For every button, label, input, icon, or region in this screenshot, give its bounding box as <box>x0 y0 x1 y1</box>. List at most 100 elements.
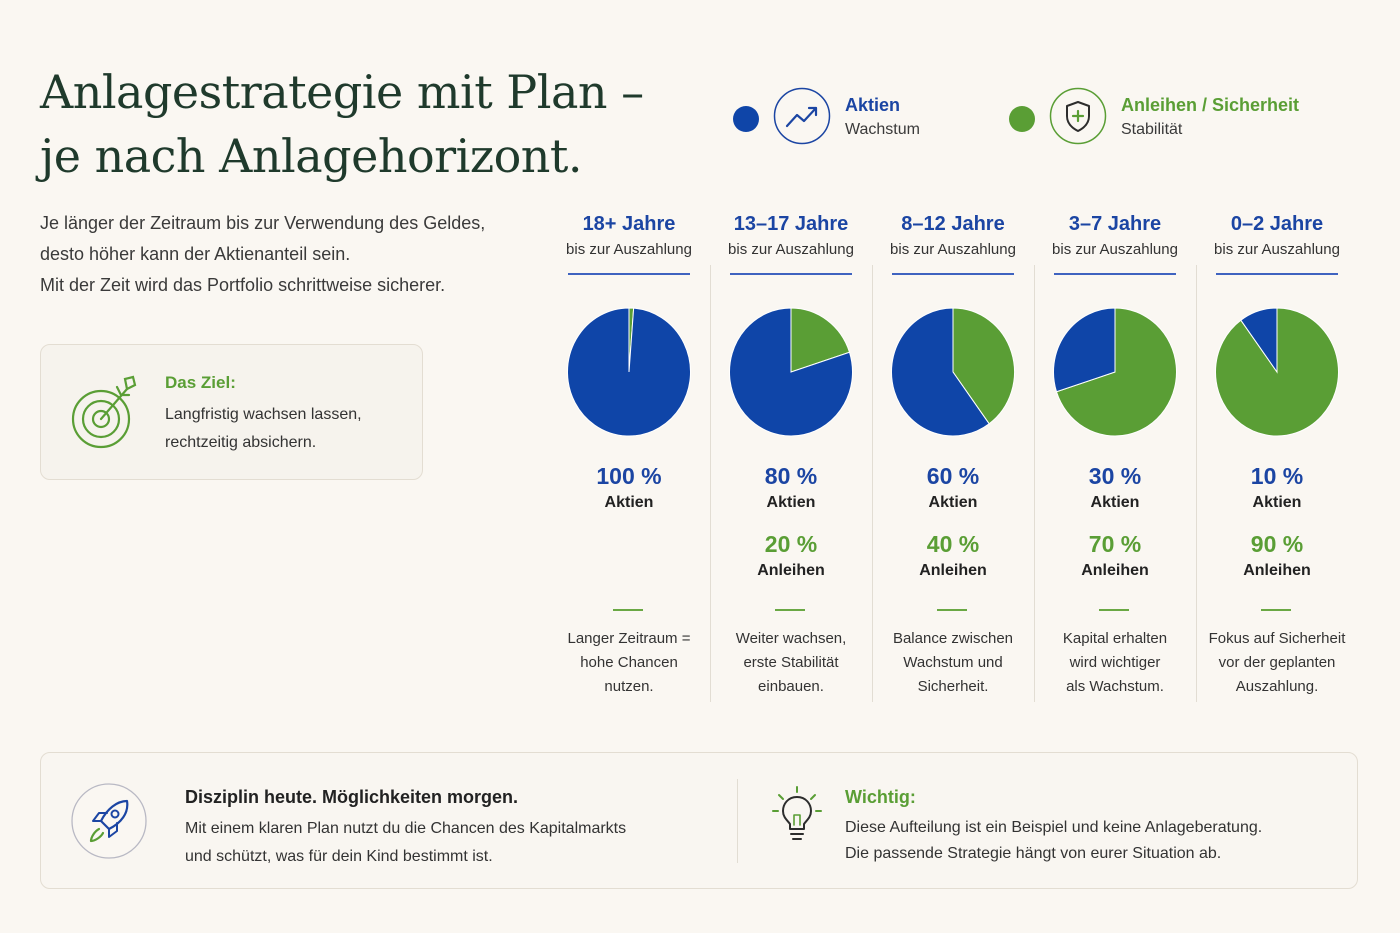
horizon-subtitle: bis zur Auszahlung <box>728 241 854 258</box>
goal-text: Langfristig wachsen lassen, rechtzeitig … <box>165 401 362 457</box>
footer-divider <box>737 779 738 863</box>
goal-box: Das Ziel: Langfristig wachsen lassen, re… <box>40 344 423 480</box>
footer-box: Disziplin heute. Möglichkeiten morgen. M… <box>40 752 1358 889</box>
desc-line: erste Stabilität <box>743 654 839 671</box>
allocation-column: 3–7 Jahre bis zur Auszahlung 30 % Aktien… <box>1034 205 1196 702</box>
desc-line: Auszahlung. <box>1235 678 1319 695</box>
intro-line-1: Je länger der Zeitraum bis zur Verwendun… <box>40 213 486 233</box>
desc-line: als Wachstum. <box>1066 678 1164 695</box>
stocks-label: Aktien <box>604 494 654 511</box>
bonds-percent: 70 % <box>1088 531 1142 557</box>
discipline-title: Disziplin heute. Möglichkeiten morgen. <box>185 787 519 807</box>
pie-slice-bonds <box>952 307 1015 425</box>
stocks-percent: 30 % <box>1088 463 1142 489</box>
legend-stocks-sub: Wachstum <box>845 121 920 138</box>
pie-slice-bonds <box>1055 307 1177 437</box>
important-title: Wichtig: <box>845 787 916 807</box>
bonds-label: Anleihen <box>1081 562 1149 579</box>
discipline-line-1: Mit einem klaren Plan nutzt du die Chanc… <box>185 820 627 837</box>
stocks-label: Aktien <box>766 494 816 511</box>
growth-chart-icon <box>773 87 831 145</box>
stocks-label: Aktien <box>1252 494 1302 511</box>
column-description: Fokus auf Sicherheit vor der geplanten A… <box>1202 627 1352 699</box>
allocation-column: 0–2 Jahre bis zur Auszahlung 10 % Aktien… <box>1196 205 1358 702</box>
allocation-column: 13–17 Jahre bis zur Auszahlung 80 % Akti… <box>710 205 872 702</box>
pie-chart <box>1053 307 1177 437</box>
title-line-2: je nach Anlagehorizont. <box>40 129 583 183</box>
intro-text: Je länger der Zeitraum bis zur Verwendun… <box>40 208 560 301</box>
legend-bonds-label: Anleihen / Sicherheit <box>1121 95 1300 115</box>
column-separator <box>1196 265 1197 702</box>
horizon-underline <box>730 273 852 275</box>
bonds-percent: 40 % <box>926 531 980 557</box>
intro-line-3: Mit der Zeit wird das Portfolio schrittw… <box>40 275 446 295</box>
discipline-line-2: und schützt, was für dein Kind bestimmt … <box>185 848 493 865</box>
pie-slice-bonds <box>790 307 851 373</box>
important-line-1: Diese Aufteilung ist ein Beispiel und ke… <box>845 819 1263 836</box>
legend-stocks-label: Aktien <box>845 95 901 115</box>
pie-slice-stocks <box>1240 307 1278 374</box>
column-dash <box>613 609 643 611</box>
desc-line: Weiter wachsen, <box>735 630 847 647</box>
horizon-years: 3–7 Jahre <box>1068 213 1162 235</box>
legend-bonds: Anleihen / Sicherheit Stabilität <box>1009 84 1329 150</box>
column-description: Langer Zeitraum = hohe Chancen nutzen. <box>554 627 704 699</box>
legend-bonds-sub: Stabilität <box>1121 121 1183 138</box>
lightbulb-icon <box>772 786 822 840</box>
bonds-label: Anleihen <box>1243 562 1311 579</box>
pie-slice-bonds <box>1215 307 1339 437</box>
stocks-percent: 80 % <box>764 463 818 489</box>
stocks-label: Aktien <box>928 494 978 511</box>
legend-bonds-dot <box>1009 106 1035 132</box>
important-text: Diese Aufteilung ist ein Beispiel und ke… <box>845 815 1262 867</box>
column-dash <box>1261 609 1291 611</box>
allocation-columns: 18+ Jahre bis zur Auszahlung 100 % Aktie… <box>548 205 1358 702</box>
horizon-years: 18+ Jahre <box>582 213 676 235</box>
horizon-subtitle: bis zur Auszahlung <box>1052 241 1178 258</box>
legend-stocks: Aktien Wachstum <box>733 84 953 150</box>
allocation-column: 8–12 Jahre bis zur Auszahlung 60 % Aktie… <box>872 205 1034 702</box>
horizon-underline <box>1216 273 1338 275</box>
important-line-2: Die passende Strategie hängt von eurer S… <box>845 845 1222 862</box>
horizon-subtitle: bis zur Auszahlung <box>566 241 692 258</box>
desc-line: Sicherheit. <box>917 678 989 695</box>
column-separator <box>872 265 873 702</box>
desc-line: Langer Zeitraum = <box>567 630 691 647</box>
column-dash <box>775 609 805 611</box>
intro-line-2: desto höher kann der Aktienanteil sein. <box>40 244 351 264</box>
stocks-percent: 100 % <box>596 463 662 489</box>
bonds-percent: 20 % <box>764 531 818 557</box>
goal-line-1: Langfristig wachsen lassen, <box>165 406 362 423</box>
pie-slice-stocks <box>567 307 691 437</box>
bonds-label: Anleihen <box>919 562 987 579</box>
desc-line: hohe Chancen <box>580 654 678 671</box>
goal-line-2: rechtzeitig absichern. <box>165 434 317 451</box>
column-separator <box>710 265 711 702</box>
goal-title: Das Ziel: <box>165 373 236 392</box>
desc-line: nutzen. <box>604 678 654 695</box>
desc-line: Kapital erhalten <box>1062 630 1168 647</box>
column-dash <box>1099 609 1129 611</box>
target-icon <box>71 375 137 449</box>
pie-chart <box>891 307 1015 437</box>
bonds-percent: 90 % <box>1250 531 1304 557</box>
pie-chart <box>729 307 853 437</box>
stocks-percent: 10 % <box>1250 463 1304 489</box>
pie-slice-stocks <box>891 307 990 437</box>
desc-line: wird wichtiger <box>1069 654 1161 671</box>
desc-line: einbauen. <box>758 678 824 695</box>
horizon-years: 13–17 Jahre <box>733 213 849 235</box>
column-description: Balance zwischen Wachstum und Sicherheit… <box>878 627 1028 699</box>
horizon-years: 0–2 Jahre <box>1230 213 1324 235</box>
column-dash <box>937 609 967 611</box>
column-description: Weiter wachsen, erste Stabilität einbaue… <box>716 627 866 699</box>
rocket-icon <box>71 783 147 859</box>
desc-line: vor der geplanten <box>1218 654 1336 671</box>
pie-slice-stocks <box>1053 307 1116 393</box>
column-description: Kapital erhalten wird wichtiger als Wach… <box>1040 627 1190 699</box>
bonds-label: Anleihen <box>757 562 825 579</box>
legend-stocks-dot <box>733 106 759 132</box>
desc-line: Wachstum und <box>903 654 1003 671</box>
pie-slice-stocks <box>729 307 853 437</box>
page-title: Anlagestrategie mit Plan – je nach Anlag… <box>40 60 644 188</box>
